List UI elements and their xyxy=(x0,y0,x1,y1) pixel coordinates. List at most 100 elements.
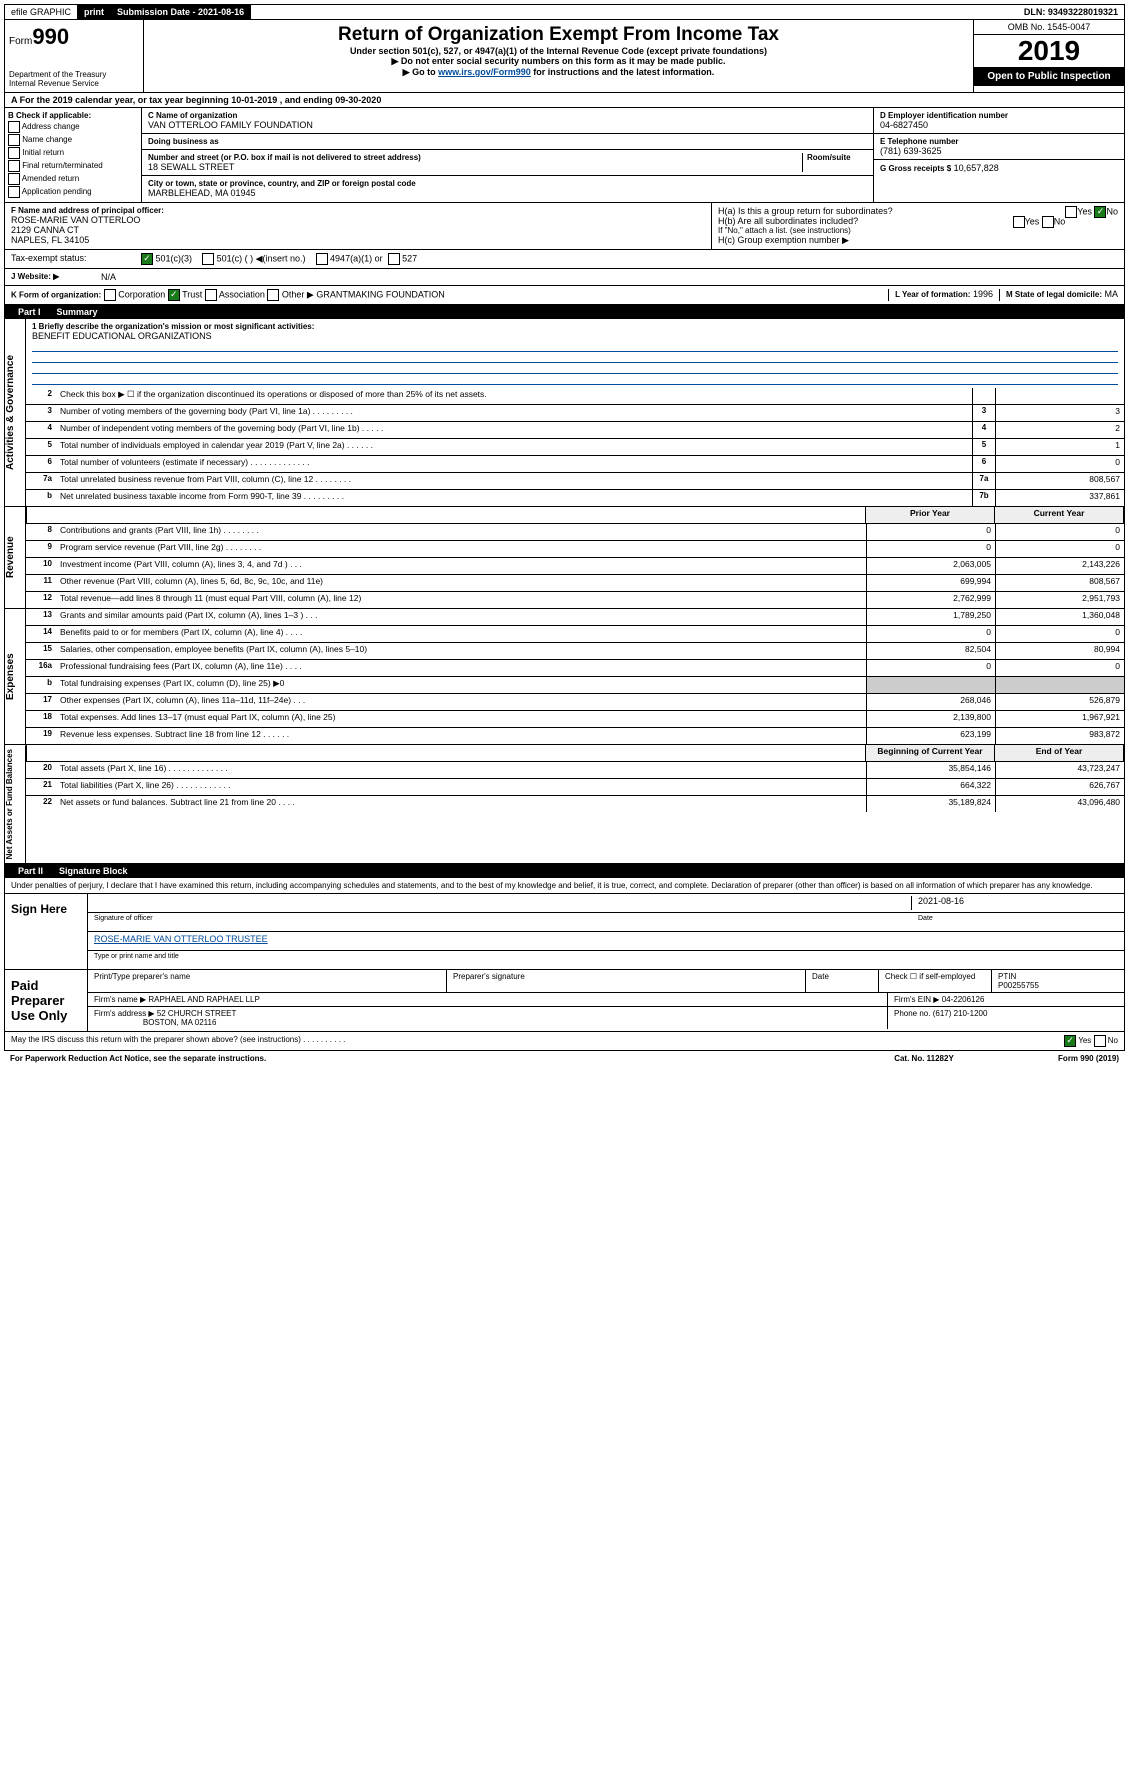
side-revenue: Revenue xyxy=(5,507,26,608)
row-a-period: A For the 2019 calendar year, or tax yea… xyxy=(4,93,1125,108)
signer-name: ROSE-MARIE VAN OTTERLOO TRUSTEE xyxy=(94,934,268,948)
form-prefix: Form xyxy=(9,36,32,47)
row-j-website: J Website: ▶ N/A xyxy=(4,269,1125,286)
col-b-checkboxes: B Check if applicable: Address change Na… xyxy=(5,108,142,202)
table-row: 18Total expenses. Add lines 13–17 (must … xyxy=(26,711,1124,728)
form-header: Form990 Department of the TreasuryIntern… xyxy=(4,20,1125,93)
table-row: 13Grants and similar amounts paid (Part … xyxy=(26,609,1124,626)
submission-date: Submission Date - 2021-08-16 xyxy=(111,5,251,19)
part-1-label: Part I xyxy=(10,307,49,317)
cb-pending[interactable]: Application pending xyxy=(8,186,138,198)
cb-corp[interactable] xyxy=(104,289,116,301)
netassets-section: Net Assets or Fund Balances Beginning of… xyxy=(4,745,1125,864)
h-b: H(b) Are all subordinates included? Yes … xyxy=(718,216,1118,226)
h-a: H(a) Is this a group return for subordin… xyxy=(718,206,1118,216)
year-formation: 1996 xyxy=(973,289,993,299)
table-row: 15Salaries, other compensation, employee… xyxy=(26,643,1124,660)
table-row: 22Net assets or fund balances. Subtract … xyxy=(26,796,1124,812)
table-row: 19Revenue less expenses. Subtract line 1… xyxy=(26,728,1124,744)
part-2-label: Part II xyxy=(10,866,51,876)
table-row: 3Number of voting members of the governi… xyxy=(26,405,1124,422)
subtitle-2: ▶ Do not enter social security numbers o… xyxy=(148,56,969,67)
table-row: 11Other revenue (Part VIII, column (A), … xyxy=(26,575,1124,592)
revenue-section: Revenue Prior Year Current Year 8Contrib… xyxy=(4,507,1125,609)
prior-year-header: Prior Year xyxy=(865,507,994,523)
col-c-org: C Name of organization VAN OTTERLOO FAMI… xyxy=(142,108,874,202)
j-label: J Website: ▶ xyxy=(11,272,101,282)
cb-other[interactable] xyxy=(267,289,279,301)
top-bar: efile GRAPHIC print Submission Date - 20… xyxy=(4,4,1125,20)
part-2-header: Part II Signature Block xyxy=(4,864,1125,878)
city-label: City or town, state or province, country… xyxy=(148,179,867,188)
part-2-title: Signature Block xyxy=(51,866,128,876)
dln-label: DLN: 93493228019321 xyxy=(1018,5,1124,19)
paperwork-notice: For Paperwork Reduction Act Notice, see … xyxy=(10,1054,849,1063)
c-name-label: C Name of organization xyxy=(148,111,867,120)
preparer-sig-label: Preparer's signature xyxy=(447,970,806,992)
officer-addr1: 2129 CANNA CT xyxy=(11,225,705,235)
cb-initial-return[interactable]: Initial return xyxy=(8,147,138,159)
room-label: Room/suite xyxy=(807,153,867,162)
beginning-year-header: Beginning of Current Year xyxy=(865,745,994,761)
row-i-taxexempt: Tax-exempt status: ✓ 501(c)(3) 501(c) ( … xyxy=(4,250,1125,269)
table-row: 14Benefits paid to or for members (Part … xyxy=(26,626,1124,643)
col-d-ein: D Employer identification number 04-6827… xyxy=(874,108,1124,202)
netassets-header: Beginning of Current Year End of Year xyxy=(26,745,1124,762)
section-fh: F Name and address of principal officer:… xyxy=(4,203,1125,250)
subtitle-3: ▶ Go to www.irs.gov/Form990 for instruct… xyxy=(148,67,969,78)
ptin-value: P00255755 xyxy=(998,981,1039,990)
date-label: Date xyxy=(912,915,1118,929)
subtitle-1: Under section 501(c), 527, or 4947(a)(1)… xyxy=(148,46,969,56)
h-c: H(c) Group exemption number ▶ xyxy=(718,235,1118,246)
table-row: 4Number of independent voting members of… xyxy=(26,422,1124,439)
cb-name-change[interactable]: Name change xyxy=(8,134,138,146)
firm-addr2: BOSTON, MA 02116 xyxy=(143,1018,217,1027)
col-h-group: H(a) Is this a group return for subordin… xyxy=(712,203,1124,249)
officer-name: ROSE-MARIE VAN OTTERLOO xyxy=(11,215,705,225)
dept-label: Department of the TreasuryInternal Reven… xyxy=(9,70,139,88)
i-label: Tax-exempt status: xyxy=(11,253,141,265)
addr-label: Number and street (or P.O. box if mail i… xyxy=(148,153,802,162)
table-row: 17Other expenses (Part IX, column (A), l… xyxy=(26,694,1124,711)
irs-link[interactable]: www.irs.gov/Form990 xyxy=(438,67,531,77)
tel-value: (781) 639-3625 xyxy=(880,146,1118,156)
paid-label: Paid Preparer Use Only xyxy=(5,970,88,1031)
cb-amended[interactable]: Amended return xyxy=(8,173,138,185)
dba-label: Doing business as xyxy=(148,137,867,146)
cb-discuss-yes[interactable]: ✓ xyxy=(1064,1035,1076,1047)
cb-assoc[interactable] xyxy=(205,289,217,301)
cb-address-change[interactable]: Address change xyxy=(8,121,138,133)
cb-527[interactable] xyxy=(388,253,400,265)
table-row: 7aTotal unrelated business revenue from … xyxy=(26,473,1124,490)
cb-501c[interactable] xyxy=(202,253,214,265)
table-row: 21Total liabilities (Part X, line 26) . … xyxy=(26,779,1124,796)
preparer-name-label: Print/Type preparer's name xyxy=(88,970,447,992)
cb-4947[interactable] xyxy=(316,253,328,265)
table-row: 16aProfessional fundraising fees (Part I… xyxy=(26,660,1124,677)
name-title-label: Type or print name and title xyxy=(94,953,179,967)
part-1-header: Part I Summary xyxy=(4,305,1125,319)
part-1-title: Summary xyxy=(49,307,98,317)
cb-trust[interactable]: ✓ xyxy=(168,289,180,301)
tax-year: 2019 xyxy=(974,35,1124,67)
table-row: 10Investment income (Part VIII, column (… xyxy=(26,558,1124,575)
sign-date: 2021-08-16 xyxy=(911,896,1118,910)
form-footer: Form 990 (2019) xyxy=(999,1054,1119,1063)
sig-officer-label: Signature of officer xyxy=(94,915,912,929)
cb-final-return[interactable]: Final return/terminated xyxy=(8,160,138,172)
cb-discuss-no[interactable] xyxy=(1094,1035,1106,1047)
footer-bottom: For Paperwork Reduction Act Notice, see … xyxy=(4,1051,1125,1066)
print-button[interactable]: print xyxy=(78,5,111,19)
side-expenses: Expenses xyxy=(5,609,26,744)
side-governance: Activities & Governance xyxy=(5,319,26,506)
table-row: 2Check this box ▶ ☐ if the organization … xyxy=(26,388,1124,405)
open-inspection: Open to Public Inspection xyxy=(974,67,1124,86)
f-label: F Name and address of principal officer: xyxy=(11,206,705,215)
firm-ein: 04-2206126 xyxy=(942,995,985,1004)
mission-block: 1 Briefly describe the organization's mi… xyxy=(26,319,1124,388)
website-value: N/A xyxy=(101,272,116,282)
expenses-section: Expenses 13Grants and similar amounts pa… xyxy=(4,609,1125,745)
revenue-header: Prior Year Current Year xyxy=(26,507,1124,524)
cb-501c3[interactable]: ✓ xyxy=(141,253,153,265)
table-row: 5Total number of individuals employed in… xyxy=(26,439,1124,456)
